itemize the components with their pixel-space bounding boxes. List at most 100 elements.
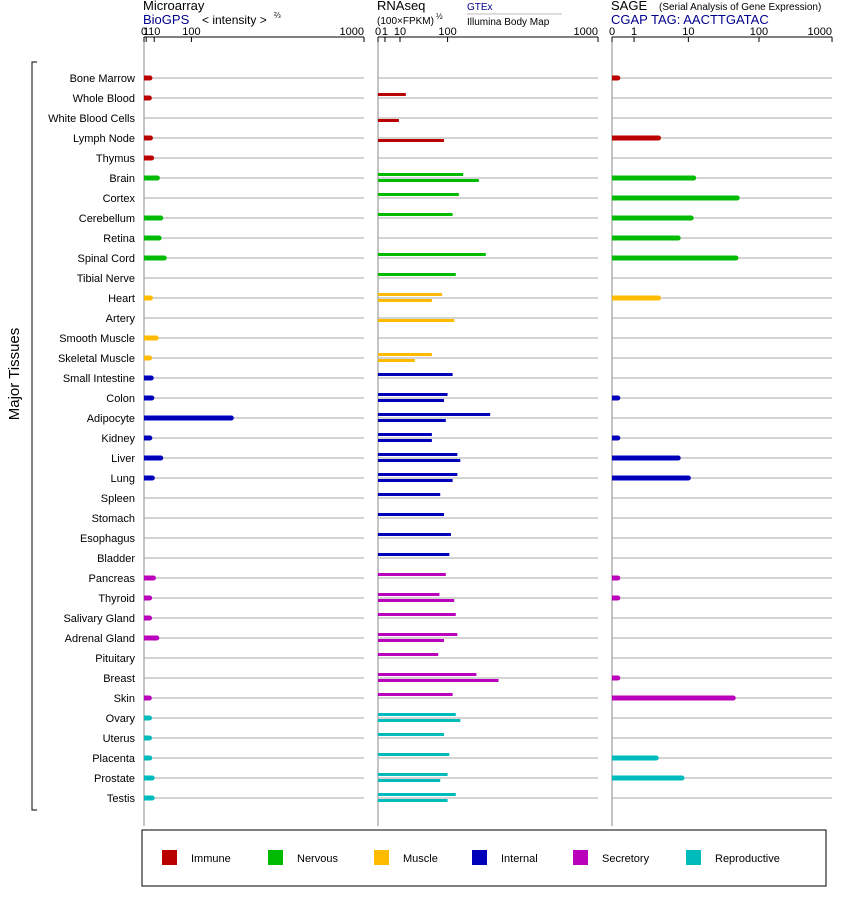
rnaseq-gtex-bar[interactable]	[378, 213, 453, 216]
rnaseq-gtex-bar[interactable]	[378, 293, 443, 296]
rnaseq-gtex-bar[interactable]	[378, 393, 448, 396]
tissue-label[interactable]: Pituitary	[95, 653, 135, 665]
tissue-label[interactable]: Stomach	[92, 513, 135, 525]
rnaseq-ibm-bar[interactable]	[378, 439, 432, 442]
sage-bar[interactable]	[612, 75, 618, 81]
microarray-bar[interactable]	[144, 635, 157, 641]
microarray-bar[interactable]	[144, 335, 157, 341]
tissue-label[interactable]: Adrenal Gland	[65, 633, 135, 645]
microarray-bar[interactable]	[144, 255, 165, 261]
rnaseq-ibm-bar[interactable]	[378, 399, 444, 402]
rnaseq-gtex-bar[interactable]	[378, 353, 432, 356]
sage-bar[interactable]	[612, 695, 734, 701]
rnaseq-ibm-bar[interactable]	[378, 779, 441, 782]
rnaseq-gtex-bar[interactable]	[378, 493, 441, 496]
tissue-label[interactable]: Colon	[106, 393, 135, 405]
tissue-label[interactable]: Skeletal Muscle	[58, 353, 135, 365]
rnaseq-gtex-bar[interactable]	[378, 753, 450, 756]
sage-bar[interactable]	[612, 435, 618, 441]
sage-bar[interactable]	[612, 195, 738, 201]
rnaseq-ibm-bar[interactable]	[378, 359, 415, 362]
sage-bar[interactable]	[612, 755, 657, 761]
rnaseq-ibm-bar[interactable]	[378, 119, 399, 122]
microarray-bar[interactable]	[144, 435, 150, 441]
microarray-bar[interactable]	[144, 375, 152, 381]
rnaseq-gtex-bar[interactable]	[378, 273, 456, 276]
tissue-label[interactable]: Thymus	[96, 153, 136, 165]
rnaseq-gtex-bar[interactable]	[378, 253, 486, 256]
sage-bar[interactable]	[612, 675, 618, 681]
sage-bar[interactable]	[612, 135, 659, 141]
rnaseq-ibm-bar[interactable]	[378, 319, 455, 322]
sage-bar[interactable]	[612, 475, 689, 481]
rnaseq-ibm-bar[interactable]	[378, 179, 479, 182]
rnaseq-ibm-bar[interactable]	[378, 419, 446, 422]
microarray-bar[interactable]	[144, 215, 161, 221]
tissue-label[interactable]: Lymph Node	[73, 133, 135, 145]
rnaseq-ibm-bar[interactable]	[378, 599, 455, 602]
rnaseq-gtex-bar[interactable]	[378, 373, 453, 376]
tissue-label[interactable]: Bone Marrow	[70, 73, 135, 85]
tissue-label[interactable]: Tibial Nerve	[77, 273, 135, 285]
rnaseq-gtex-bar[interactable]	[378, 613, 456, 616]
sage-bar[interactable]	[612, 215, 692, 221]
microarray-bar[interactable]	[144, 715, 150, 721]
tissue-label[interactable]: Skin	[114, 693, 135, 705]
rnaseq-gtex-bar[interactable]	[378, 533, 451, 536]
rnaseq-ibm-bar[interactable]	[378, 299, 432, 302]
tissue-label[interactable]: Testis	[107, 793, 136, 805]
tissue-label[interactable]: Adipocyte	[87, 413, 135, 425]
rnaseq-gtex-bar[interactable]	[378, 193, 459, 196]
microarray-bar[interactable]	[144, 735, 150, 741]
microarray-bar[interactable]	[144, 415, 232, 421]
tissue-label[interactable]: Whole Blood	[73, 93, 135, 105]
microarray-bar[interactable]	[144, 575, 154, 581]
rnaseq-gtex-bar[interactable]	[378, 713, 456, 716]
tissue-label[interactable]: Heart	[108, 293, 135, 305]
rnaseq-gtex-bar[interactable]	[378, 173, 464, 176]
tissue-label[interactable]: Liver	[111, 453, 135, 465]
rnaseq-ibm-bar[interactable]	[378, 639, 444, 642]
rnaseq-gtex-bar[interactable]	[378, 773, 448, 776]
tissue-label[interactable]: Smooth Muscle	[59, 333, 135, 345]
microarray-bar[interactable]	[144, 235, 160, 241]
sage-bar[interactable]	[612, 255, 736, 261]
microarray-bar[interactable]	[144, 155, 152, 161]
rnaseq-gtex-bar[interactable]	[378, 413, 491, 416]
rnaseq-ibm-bar[interactable]	[378, 719, 461, 722]
tissue-label[interactable]: Salivary Gland	[63, 613, 135, 625]
microarray-bar[interactable]	[144, 355, 150, 361]
tissue-label[interactable]: Small Intestine	[63, 373, 135, 385]
tissue-label[interactable]: Cortex	[103, 193, 136, 205]
sage-bar[interactable]	[612, 235, 679, 241]
rnaseq-gtex-bar[interactable]	[378, 433, 432, 436]
rnaseq-gtex-bar[interactable]	[378, 653, 439, 656]
tissue-label[interactable]: Kidney	[101, 433, 135, 445]
rnaseq-gtex-bar[interactable]	[378, 793, 456, 796]
tissue-label[interactable]: Ovary	[106, 713, 136, 725]
microarray-bar[interactable]	[144, 795, 153, 801]
microarray-bar[interactable]	[144, 775, 153, 781]
rnaseq-gtex-bar[interactable]	[378, 673, 477, 676]
sage-bar[interactable]	[612, 175, 694, 181]
tissue-label[interactable]: Spinal Cord	[78, 253, 135, 265]
sage-bar[interactable]	[612, 595, 618, 601]
rnaseq-ibm-bar[interactable]	[378, 679, 499, 682]
rnaseq-gtex-bar[interactable]	[378, 513, 444, 516]
tissue-label[interactable]: Esophagus	[80, 533, 136, 545]
tissue-label[interactable]: Pancreas	[89, 573, 136, 585]
microarray-bar[interactable]	[144, 615, 150, 621]
rnaseq-gtex-bar[interactable]	[378, 593, 440, 596]
rnaseq-ibm-bar[interactable]	[378, 459, 461, 462]
microarray-bar[interactable]	[144, 455, 161, 461]
rnaseq-gtex-bar[interactable]	[378, 693, 453, 696]
tissue-label[interactable]: Cerebellum	[79, 213, 135, 225]
rnaseq-ibm-bar[interactable]	[378, 799, 448, 802]
microarray-bar[interactable]	[144, 395, 152, 401]
microarray-bar[interactable]	[144, 755, 150, 761]
microarray-bar[interactable]	[144, 135, 151, 141]
rnaseq-ibm-bar[interactable]	[378, 139, 444, 142]
sage-tag-label[interactable]: CGAP TAG: AACTTGATAC	[611, 12, 769, 27]
rnaseq-gtex-bar[interactable]	[378, 473, 458, 476]
sage-bar[interactable]	[612, 455, 679, 461]
